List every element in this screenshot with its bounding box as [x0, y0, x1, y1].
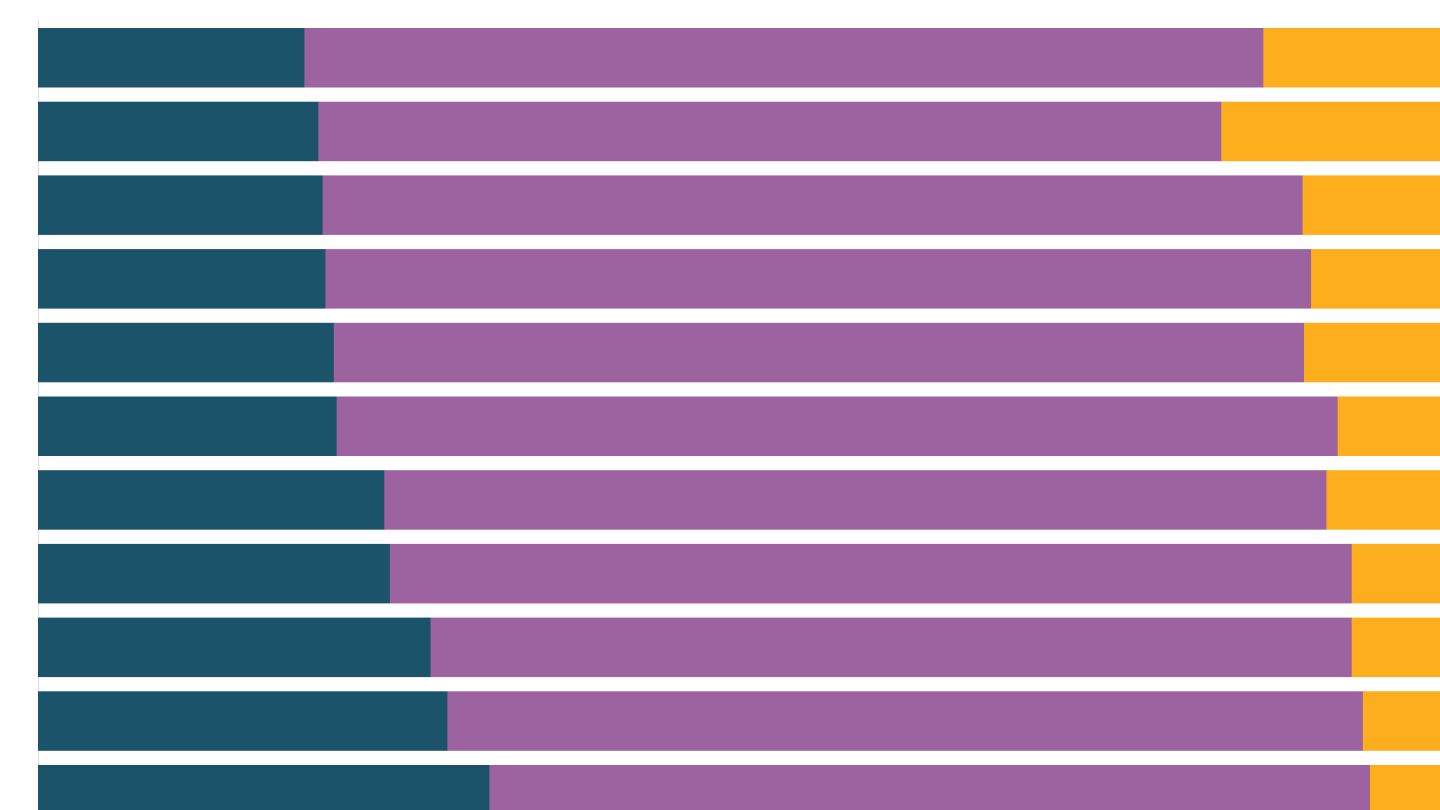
bar-segment-row10-series3	[1362, 691, 1440, 751]
bar-segment-row1-series3	[1263, 28, 1440, 88]
bar-segment-row1-series1	[38, 28, 305, 88]
bar-segment-row8-series1	[38, 543, 391, 604]
bar-segment-row5-series3	[1304, 322, 1440, 383]
bar-segment-row8-series3	[1351, 543, 1440, 604]
bar-segment-row4-series2	[325, 249, 1312, 309]
bar-segment-row1-series2	[304, 28, 1264, 88]
bar-segment-row6-series3	[1337, 396, 1440, 456]
bar-segment-row8-series2	[389, 543, 1353, 604]
bar-segment-row3-series3	[1302, 175, 1440, 235]
bar-segment-row11-series2	[489, 765, 1371, 810]
bar-segment-row2-series1	[38, 101, 319, 162]
bar-segment-row6-series2	[336, 396, 1339, 456]
bar-segment-row3-series2	[322, 175, 1304, 235]
bar-segment-row9-series2	[430, 617, 1353, 678]
bar-segment-row3-series1	[38, 175, 324, 235]
bar-segment-row9-series3	[1351, 617, 1440, 678]
bar-segment-row10-series1	[38, 691, 448, 751]
bar-segment-row11-series1	[38, 765, 490, 810]
bar-segment-row6-series1	[38, 396, 338, 456]
bar-segment-row2-series2	[318, 101, 1222, 162]
bar-segment-row10-series2	[447, 691, 1364, 751]
bar-segment-row5-series1	[38, 322, 335, 383]
bar-segment-row2-series3	[1221, 101, 1440, 162]
bars-group	[38, 28, 1440, 810]
bar-segment-row7-series3	[1326, 470, 1440, 530]
bar-segment-row11-series3	[1369, 765, 1440, 810]
bar-segment-row5-series2	[333, 322, 1305, 383]
bar-segment-row4-series1	[38, 249, 326, 309]
bar-segment-row9-series1	[38, 617, 432, 678]
bar-segment-row7-series2	[384, 470, 1327, 530]
bar-segment-row7-series1	[38, 470, 385, 530]
bar-segment-row4-series3	[1311, 249, 1440, 309]
